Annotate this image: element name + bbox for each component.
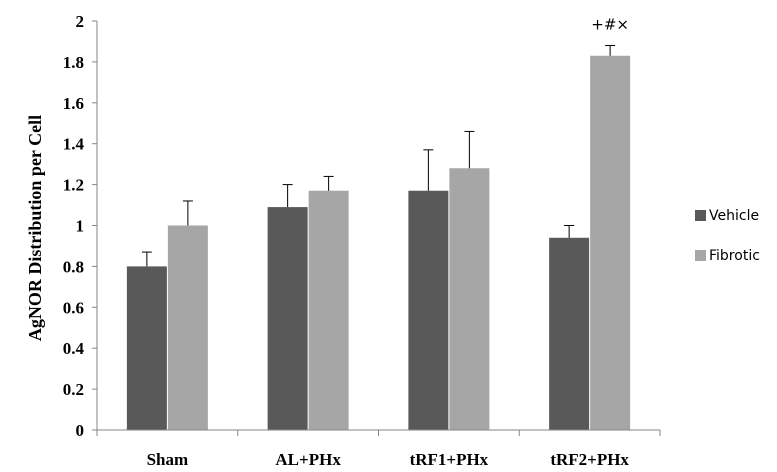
bar-vehicle — [126, 266, 167, 430]
y-tick-label: 1.4 — [63, 135, 85, 154]
bar-fibrotic — [449, 168, 490, 431]
y-axis: 0 0.2 0.4 0.6 0.8 1 1.2 1.4 1.6 1.8 2 — [63, 12, 97, 440]
y-tick-label: 0.2 — [63, 380, 84, 399]
bar-fibrotic — [590, 55, 631, 430]
x-tick-label: Sham — [147, 450, 189, 469]
y-tick-label: 1.8 — [63, 53, 84, 72]
y-tick-label: 0 — [76, 421, 85, 440]
legend-swatch-fibrotic — [695, 250, 706, 261]
y-tick-label: 1.2 — [63, 176, 84, 195]
bar-vehicle — [267, 207, 308, 430]
y-tick-label: 2 — [76, 12, 85, 31]
x-tick-label: tRF1+PHx — [410, 450, 489, 469]
bar-vehicle — [408, 190, 449, 430]
bars: +#× — [126, 16, 631, 431]
x-tick-label: AL+PHx — [275, 450, 341, 469]
legend-swatch-vehicle — [695, 210, 706, 221]
y-tick-label: 0.8 — [63, 257, 84, 276]
legend-label-fibrotic: Fibrotic — [709, 248, 760, 264]
x-axis: Sham AL+PHx tRF1+PHx tRF2+PHx — [96, 430, 661, 469]
y-tick-label: 0.4 — [63, 339, 85, 358]
y-tick-label: 1 — [76, 217, 85, 236]
significance-annotation: +#× — [591, 16, 629, 34]
y-tick-label: 1.6 — [63, 94, 84, 113]
legend: Vehicle Fibrotic — [695, 208, 760, 264]
bar-fibrotic — [308, 190, 349, 430]
legend-label-vehicle: Vehicle — [709, 208, 759, 224]
y-tick-label: 0.6 — [63, 298, 84, 317]
bar-fibrotic — [167, 225, 208, 430]
bar-vehicle — [549, 237, 590, 430]
y-axis-title: AgNOR Distribution per Cell — [25, 115, 45, 341]
x-tick-label: tRF2+PHx — [550, 450, 629, 469]
